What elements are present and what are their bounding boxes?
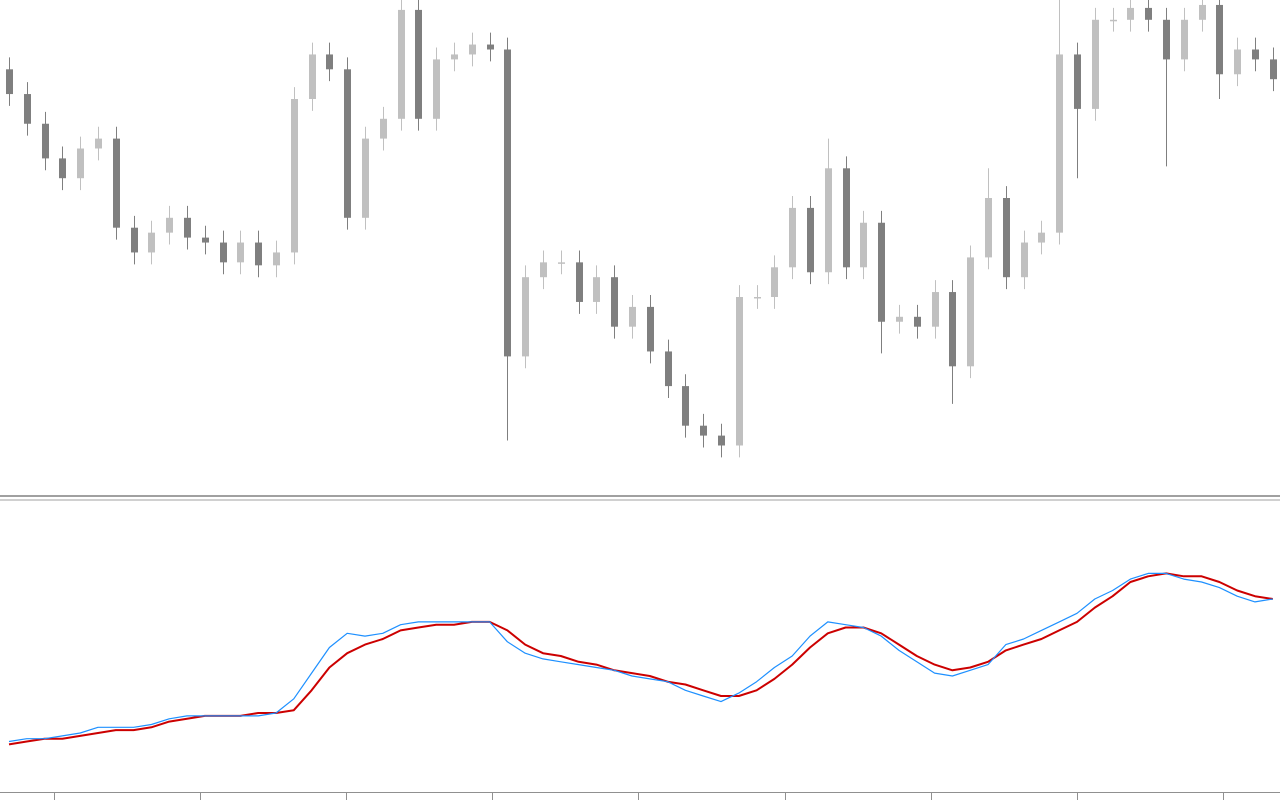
candle-body <box>1163 19 1170 60</box>
candle-body <box>1234 49 1241 75</box>
candle-body <box>344 69 351 218</box>
candle-body <box>1127 7 1134 20</box>
candle-body <box>131 227 138 253</box>
candle-body <box>771 267 778 297</box>
candle-body <box>807 207 814 273</box>
candle-body <box>611 277 618 327</box>
candle-body <box>718 435 725 446</box>
candle-body <box>273 252 280 266</box>
candle-body <box>843 168 850 268</box>
candle-body <box>825 168 832 273</box>
candle-body <box>736 297 743 446</box>
candle-body <box>255 242 262 266</box>
candle-body <box>184 217 191 238</box>
candle-body <box>949 292 956 367</box>
candle-body <box>1199 4 1206 20</box>
candle-body <box>1003 198 1010 278</box>
candle-body <box>59 158 66 179</box>
candle-body <box>576 262 583 302</box>
candle-body <box>1252 49 1259 60</box>
candle-body <box>504 49 511 357</box>
candle-body <box>220 242 227 263</box>
candle-body <box>665 351 672 387</box>
candle-body <box>42 123 49 159</box>
candle-body <box>451 54 458 60</box>
candle-body <box>540 262 547 278</box>
candle-body <box>6 69 13 95</box>
candle-body <box>326 54 333 70</box>
candle-body <box>700 425 707 436</box>
candle-body <box>985 198 992 258</box>
candle-body <box>1145 7 1152 20</box>
x-axis-ticks <box>54 792 1224 800</box>
candle-body <box>415 9 422 119</box>
candle-body <box>593 277 600 302</box>
candle-body <box>202 237 209 243</box>
candle-body <box>95 138 102 149</box>
candle-body <box>1216 4 1223 75</box>
candle-body <box>487 44 494 50</box>
candle-body <box>914 316 921 327</box>
candle-body <box>362 138 369 218</box>
candle-body <box>1021 242 1028 278</box>
candle-body <box>237 242 244 263</box>
candle-body <box>24 94 31 124</box>
candle-body <box>754 297 761 299</box>
candle-body <box>433 59 440 119</box>
candle-body <box>166 217 173 233</box>
candle-body <box>558 262 565 264</box>
candle-body <box>380 118 387 139</box>
candle-body <box>291 99 298 253</box>
candle-body <box>148 232 155 253</box>
candle-body <box>682 386 689 426</box>
candle-body <box>860 222 867 268</box>
candle-body <box>1092 19 1099 109</box>
candle-body <box>647 306 654 352</box>
indicator-line <box>8 572 1273 743</box>
candle-body <box>967 257 974 367</box>
candle-body <box>77 148 84 179</box>
candle-body <box>469 44 476 55</box>
candle-body <box>896 316 903 322</box>
candle-body <box>789 207 796 268</box>
candle-body <box>1074 54 1081 109</box>
candle-body <box>1056 54 1063 233</box>
candle-body <box>398 9 405 119</box>
candle-body <box>878 222 885 322</box>
candle-body <box>1038 232 1045 243</box>
candle-body <box>1110 19 1117 22</box>
candle-body <box>932 292 939 327</box>
candle-body <box>522 277 529 357</box>
candle-body <box>1270 59 1277 80</box>
candle-body <box>113 138 120 228</box>
candle-body <box>629 306 636 327</box>
candle-body <box>1181 19 1188 60</box>
candle-body <box>309 54 316 99</box>
